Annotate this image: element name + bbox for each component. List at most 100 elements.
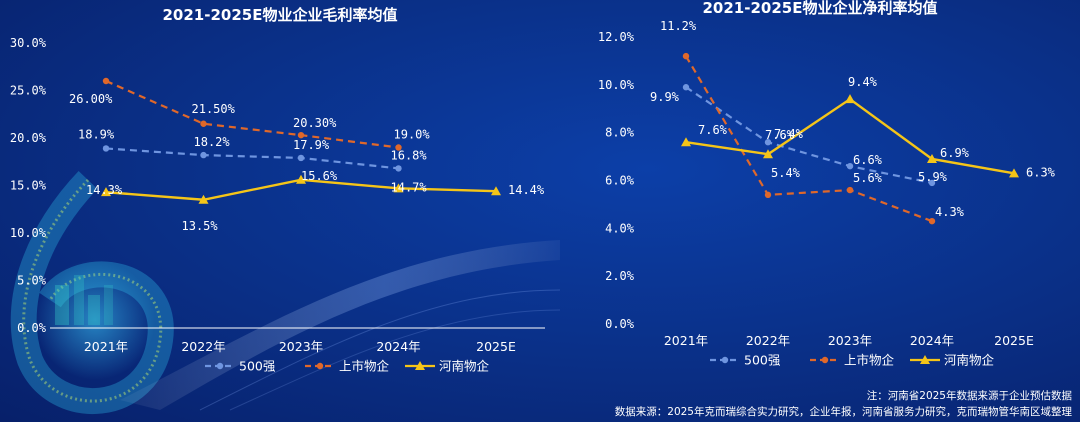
data-point: [846, 162, 854, 170]
data-point: [395, 144, 402, 151]
digit-six-decoration: [10, 171, 174, 414]
net-margin-chart: 2021-2025E物业企业净利率均值 0.0% 2.0% 4.0% 6.0% 8.0%…: [598, 0, 1056, 368]
x-tick-label: 2025E: [476, 339, 516, 354]
x-tick-label: 2023年: [279, 339, 323, 354]
data-label: 18.2%: [194, 135, 231, 149]
data-point: [764, 139, 772, 146]
y-tick-label: 20.0%: [10, 131, 47, 145]
data-point: [297, 154, 305, 162]
series-lines: [681, 52, 1019, 225]
data-label: 18.9%: [78, 127, 115, 141]
data-point: [928, 179, 936, 187]
series-line: [685, 86, 933, 184]
legend-item: 上市物企: [305, 359, 390, 374]
data-label: 21.50%: [192, 102, 236, 116]
x-axis: 2021年 2022年 2023年 2024年 2025E: [664, 333, 1034, 348]
data-label: 19.0%: [394, 128, 431, 142]
legend-marker: [821, 356, 829, 364]
data-label: 6.9%: [940, 146, 970, 160]
data-label: 13.5%: [182, 219, 219, 233]
legend-item: 500强: [205, 359, 276, 374]
x-tick-label: 2024年: [910, 333, 954, 348]
y-tick-label: 5.0%: [17, 274, 47, 288]
data-label: 11.2%: [660, 19, 697, 33]
data-point: [198, 194, 209, 204]
y-tick-label: 15.0%: [10, 179, 47, 193]
data-label: 6.3%: [1026, 165, 1056, 179]
gross-margin-chart: 2021-2025E物业企业毛利率均值 0.0% 5.0% 10.0% 15.0% 20…: [10, 6, 545, 374]
series-line: [685, 97, 1015, 175]
y-axis: 0.0% 2.0% 4.0% 6.0% 8.0% 10.0% 12.0%: [598, 30, 635, 331]
data-label: 5.6%: [853, 171, 883, 185]
y-tick-label: 25.0%: [10, 84, 47, 98]
x-tick-label: 2021年: [664, 333, 708, 348]
data-point: [200, 151, 207, 159]
series-lines: [101, 77, 501, 204]
data-point: [297, 131, 305, 139]
y-tick-label: 0.0%: [17, 321, 47, 335]
y-tick-label: 10.0%: [10, 226, 47, 240]
data-point: [927, 153, 937, 163]
data-label: 17.9%: [293, 138, 330, 152]
series-line: [105, 147, 399, 170]
data-label: 15.6%: [301, 169, 338, 183]
data-labels: 9.9%7.6%6.6%5.9%11.2%5.4% 5.6%4.3%7.6% 7.4…: [650, 19, 1056, 219]
legend-marker: [216, 362, 224, 370]
data-label: 6.6%: [853, 153, 883, 167]
legend-marker: [721, 356, 729, 364]
legend-item: 上市物企: [810, 353, 895, 368]
legend-marker: [415, 361, 425, 370]
data-label: 14.3%: [86, 183, 123, 197]
data-labels: 18.9% 18.2% 17.9% 16.8% 26.00% 21.50% 20.30% 19…: [69, 92, 545, 233]
y-tick-label: 8.0%: [605, 126, 635, 140]
legend-marker: [920, 355, 930, 364]
legend: 500强 上市物企 河南物企: [205, 359, 490, 374]
data-point: [681, 137, 691, 147]
x-tick-label: 2025E: [994, 333, 1034, 348]
data-point: [846, 186, 854, 194]
legend-marker: [316, 362, 324, 370]
data-label: 26.00%: [69, 92, 113, 106]
data-point: [682, 52, 690, 60]
data-label: 7.6%: [765, 128, 795, 142]
legend-label: 500强: [744, 353, 781, 368]
legend-label: 河南物企: [439, 359, 490, 374]
data-point: [395, 165, 402, 172]
data-point: [393, 183, 404, 193]
x-tick-label: 2022年: [181, 339, 225, 354]
chart-title: 2021-2025E物业企业净利率均值: [703, 0, 938, 17]
footnote-source: 数据来源：2025年克而瑞综合实力研究，企业年报，河南省服务力研究，克而瑞物管华…: [614, 406, 1072, 418]
data-point: [1009, 168, 1019, 178]
data-label: 20.30%: [293, 116, 337, 130]
x-tick-label: 2023年: [828, 333, 872, 348]
series-line: [105, 79, 399, 149]
y-tick-label: 2.0%: [605, 269, 635, 283]
data-point: [764, 191, 772, 199]
data-point: [102, 145, 110, 152]
data-point: [101, 187, 111, 197]
x-tick-label: 2022年: [746, 333, 790, 348]
x-axis: 2021年 2022年 2023年 2024年 2025E: [84, 339, 516, 354]
y-tick-label: 30.0%: [10, 36, 47, 50]
data-point: [763, 149, 773, 159]
data-point: [928, 217, 936, 225]
series-line: [685, 55, 933, 223]
data-label: 14.4%: [508, 183, 545, 197]
legend-item: 500强: [710, 353, 781, 368]
data-point: [200, 120, 207, 127]
legend-label: 上市物企: [339, 359, 390, 374]
x-tick-label: 2024年: [376, 339, 420, 354]
legend-label: 河南物企: [944, 353, 995, 368]
y-tick-label: 12.0%: [598, 30, 635, 44]
legend-label: 500强: [239, 359, 276, 374]
y-tick-label: 0.0%: [605, 317, 635, 331]
data-point: [682, 84, 690, 91]
y-tick-label: 6.0%: [605, 174, 635, 188]
legend-item: 河南物企: [910, 353, 995, 368]
data-label: 9.9%: [650, 90, 680, 104]
data-label: 9.4%: [848, 75, 878, 89]
y-axis: 0.0% 5.0% 10.0% 15.0% 20.0% 25.0% 30.0%: [10, 36, 545, 335]
data-point: [491, 186, 501, 196]
x-tick-label: 2021年: [84, 339, 128, 354]
